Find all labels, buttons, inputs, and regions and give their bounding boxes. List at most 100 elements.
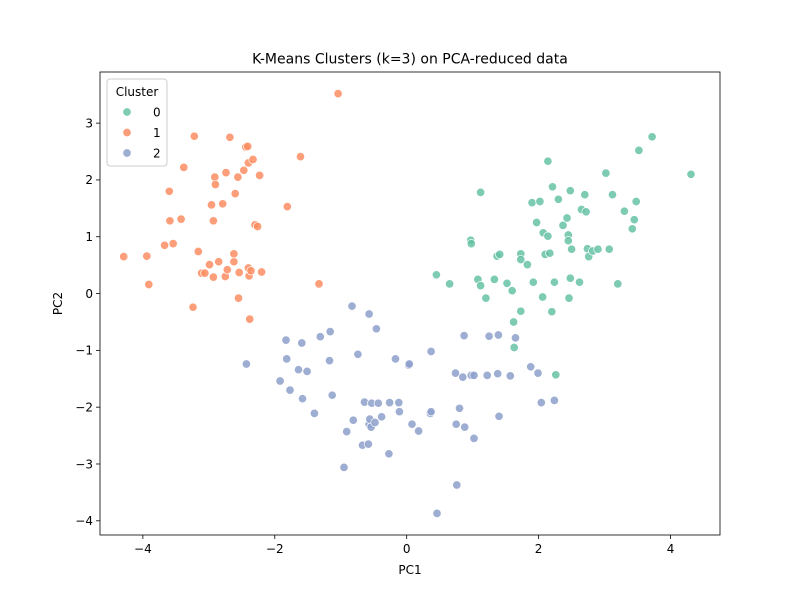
- data-point: [629, 215, 639, 225]
- data-point: [562, 213, 572, 223]
- x-tick-label: −4: [134, 542, 152, 556]
- data-point: [208, 216, 218, 226]
- legend-box: [106, 78, 168, 167]
- data-point: [458, 372, 468, 382]
- data-point: [493, 330, 503, 340]
- data-point: [526, 362, 536, 372]
- legend-entries: 0 1 2: [122, 105, 161, 160]
- y-axis-label: PC2: [51, 292, 65, 315]
- data-point: [179, 162, 189, 172]
- data-point: [339, 462, 349, 472]
- data-point: [370, 417, 380, 428]
- data-point: [507, 286, 517, 296]
- data-point: [450, 368, 461, 378]
- legend-label: 1: [153, 126, 161, 140]
- data-point: [607, 190, 618, 200]
- data-point: [373, 398, 383, 408]
- data-point: [204, 260, 215, 270]
- data-point: [285, 385, 295, 395]
- x-tick-label: −2: [266, 542, 284, 556]
- data-point: [481, 293, 491, 303]
- data-point: [364, 309, 374, 319]
- plot-frame: [99, 71, 721, 536]
- data-point: [188, 302, 198, 312]
- y-tick-label: 0: [85, 287, 93, 301]
- data-point: [225, 132, 235, 142]
- data-point: [476, 187, 486, 197]
- data-point: [363, 439, 373, 449]
- legend-title: Cluster: [116, 85, 159, 99]
- data-point: [484, 331, 494, 341]
- data-point: [581, 207, 591, 217]
- legend-label: 0: [153, 105, 161, 119]
- data-point: [210, 179, 220, 190]
- data-point: [489, 274, 499, 284]
- data-point: [459, 331, 469, 341]
- series-1: [119, 89, 343, 324]
- data-point: [297, 338, 307, 348]
- data-point: [509, 342, 519, 353]
- data-point: [451, 419, 461, 429]
- data-point: [414, 426, 424, 436]
- data-point: [432, 508, 442, 518]
- y-tick-label: −3: [75, 457, 93, 471]
- data-point: [144, 279, 154, 290]
- data-point: [282, 354, 292, 364]
- data-point: [516, 306, 526, 316]
- data-point: [282, 202, 292, 212]
- data-point: [532, 217, 542, 228]
- data-point: [469, 433, 479, 443]
- data-point: [325, 327, 335, 337]
- data-point: [686, 169, 696, 179]
- data-point: [445, 279, 455, 289]
- data-point: [119, 252, 129, 262]
- data-point: [466, 239, 476, 249]
- y-tick-label: 3: [85, 116, 93, 130]
- data-point: [574, 277, 585, 287]
- data-point: [527, 198, 537, 208]
- data-point: [176, 214, 186, 224]
- data-point: [558, 220, 568, 230]
- data-point: [394, 398, 404, 408]
- data-point: [353, 349, 363, 359]
- data-point: [535, 196, 545, 207]
- data-point: [565, 186, 575, 196]
- data-point: [348, 415, 358, 425]
- data-point: [505, 371, 515, 381]
- data-point: [482, 370, 492, 380]
- data-point: [189, 131, 199, 141]
- data-point: [214, 257, 224, 267]
- data-point: [233, 172, 243, 182]
- x-axis-label: PC1: [398, 563, 421, 577]
- data-point: [297, 394, 308, 404]
- data-point: [324, 356, 335, 366]
- data-point: [164, 186, 174, 196]
- data-point: [407, 419, 417, 429]
- data-point: [613, 279, 623, 289]
- data-point: [239, 165, 249, 175]
- data-point: [222, 265, 232, 275]
- data-point: [243, 141, 253, 151]
- data-point: [452, 480, 462, 490]
- legend: Cluster 0 1 2: [106, 78, 168, 167]
- data-point: [509, 317, 519, 327]
- data-point: [234, 267, 244, 278]
- data-point: [495, 249, 505, 259]
- data-point: [543, 156, 553, 166]
- data-point: [206, 200, 217, 210]
- data-point: [538, 292, 548, 302]
- data-point: [601, 168, 611, 178]
- data-point: [314, 279, 324, 289]
- data-point: [165, 216, 175, 226]
- data-point: [493, 369, 503, 379]
- data-point: [564, 293, 574, 303]
- data-point: [536, 398, 546, 408]
- data-point: [230, 189, 240, 199]
- legend-label: 2: [153, 146, 161, 160]
- y-tick-label: 2: [85, 173, 93, 187]
- data-point: [516, 254, 526, 265]
- data-point: [347, 301, 357, 311]
- data-point: [563, 236, 573, 246]
- x-axis: −4 −2 0 2 4: [134, 535, 674, 556]
- data-point: [533, 368, 543, 378]
